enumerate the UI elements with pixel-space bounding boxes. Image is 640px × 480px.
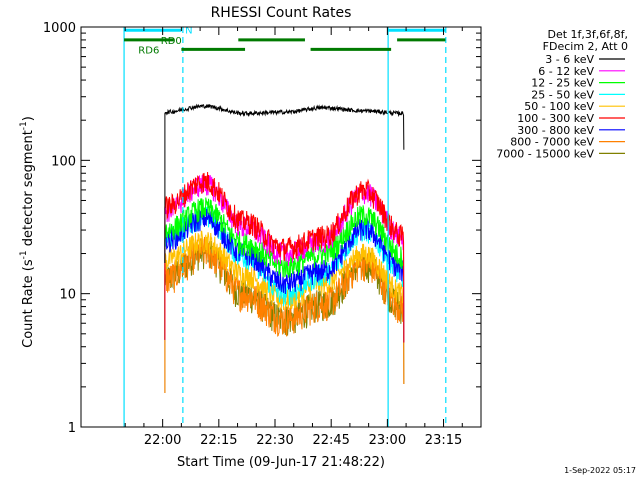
x-axis-ticks: 22:00 22:15 22:30 22:45 23:00 23:15 — [124, 27, 463, 448]
bar-label-1: RD0 — [161, 36, 182, 47]
legend-label-3: 25 - 50 keV — [531, 88, 594, 101]
legend-label-1: 6 - 12 keV — [538, 65, 594, 78]
time-markers — [123, 27, 447, 427]
y-axis-label: Count Rate (s-1 detector segment-1) — [19, 116, 36, 348]
x-tick-label-3: 22:45 — [312, 433, 349, 448]
plot-frame — [80, 26, 482, 428]
legend-label-8: 7000 - 15000 keV — [496, 147, 594, 160]
legend-label-4: 50 - 100 keV — [524, 100, 594, 113]
y-tick-label-1: 10 — [59, 288, 76, 303]
y-tick-label-0: 1 — [68, 421, 76, 436]
x-tick-label-5: 23:15 — [425, 433, 462, 448]
y-tick-label-3: 1000 — [43, 21, 76, 36]
legend-header-line-2: FDecim 2, Att 0 — [543, 40, 628, 53]
x-tick-label-2: 22:30 — [256, 433, 293, 448]
footer-date: 1-Sep-2022 05:17 — [564, 466, 636, 475]
legend-label-0: 3 - 6 keV — [545, 53, 594, 66]
legend-label-7: 800 - 7000 keV — [510, 136, 594, 149]
bar-label-0: N — [185, 25, 192, 36]
series-layer — [164, 103, 405, 393]
x-tick-label-4: 23:00 — [369, 433, 406, 448]
legend-header-line-1: Det 1f,3f,6f,8f, — [547, 28, 628, 41]
series-line-5 — [164, 172, 405, 343]
y-axis-ticks: 1 10 100 1000 — [43, 21, 481, 436]
bar-label-2: RD6 — [138, 45, 159, 56]
series-line-0 — [164, 103, 405, 263]
series-line-2 — [164, 197, 405, 343]
legend-label-2: 12 - 25 keV — [531, 77, 594, 90]
x-tick-label-1: 22:15 — [200, 433, 237, 448]
chart-title: RHESSI Count Rates — [211, 5, 352, 21]
legend: Det 1f,3f,6f,8f, FDecim 2, Att 0 3 - 6 k… — [496, 28, 628, 160]
x-tick-label-0: 22:00 — [144, 433, 181, 448]
series-line-7 — [164, 236, 405, 393]
y-tick-label-2: 100 — [51, 154, 76, 169]
legend-label-6: 300 - 800 keV — [517, 124, 594, 137]
legend-label-5: 100 - 300 keV — [517, 112, 594, 125]
x-axis-label: Start Time (09-Jun-17 21:48:22) — [177, 455, 385, 470]
